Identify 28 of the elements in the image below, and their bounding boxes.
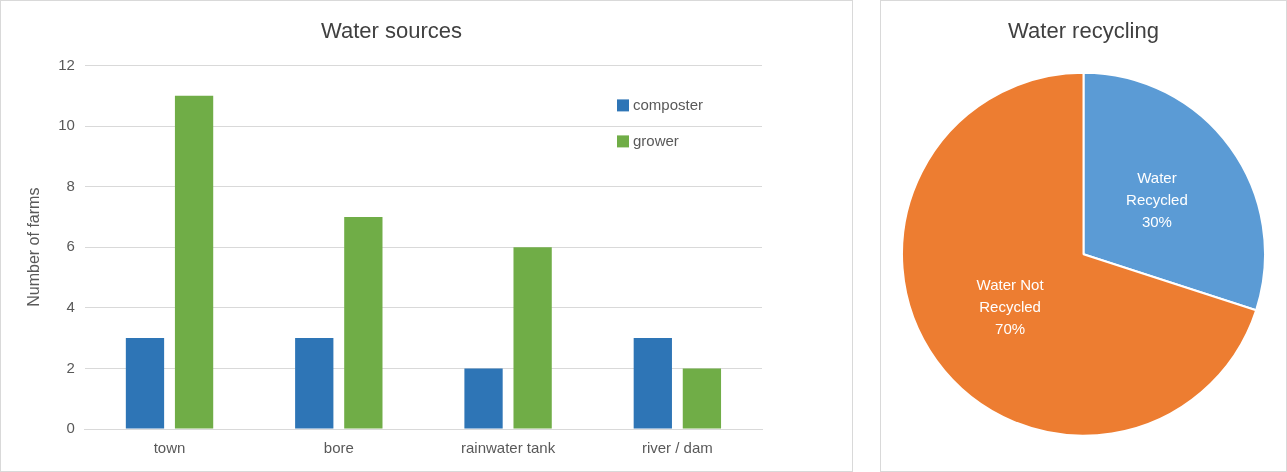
x-tick-label: bore bbox=[323, 439, 354, 457]
bar bbox=[633, 338, 672, 429]
legend-label: composter bbox=[633, 95, 704, 113]
y-tick-label: 8 bbox=[66, 176, 75, 194]
x-tick-label: town bbox=[153, 439, 186, 457]
bar bbox=[295, 338, 334, 429]
bar bbox=[344, 216, 383, 429]
x-tick-label: river / dam bbox=[641, 439, 713, 457]
slice-label: Water Not Recycled bbox=[976, 275, 1045, 315]
y-tick-label: 6 bbox=[66, 237, 75, 255]
y-tick-label: 10 bbox=[58, 116, 75, 134]
y-tick-label: 4 bbox=[66, 297, 75, 315]
bar bbox=[174, 95, 214, 429]
bar bbox=[513, 247, 552, 429]
chart-title: Water sources bbox=[320, 18, 463, 44]
bar bbox=[464, 368, 503, 429]
y-tick-label: 12 bbox=[58, 55, 75, 73]
slice-label: Water Recycled bbox=[1126, 169, 1188, 208]
y-tick-label: 2 bbox=[66, 358, 75, 376]
bar bbox=[682, 368, 722, 429]
y-tick-label: 0 bbox=[66, 419, 75, 437]
bar bbox=[125, 338, 165, 429]
data-label: 70% bbox=[995, 319, 1026, 337]
chart-title: Water recycling bbox=[1008, 18, 1159, 44]
y-axis-title: Number of farms bbox=[25, 187, 43, 307]
legend-label: grower bbox=[633, 131, 679, 149]
x-tick-label: rainwater tank bbox=[460, 439, 556, 457]
data-label: 30% bbox=[1141, 213, 1172, 230]
